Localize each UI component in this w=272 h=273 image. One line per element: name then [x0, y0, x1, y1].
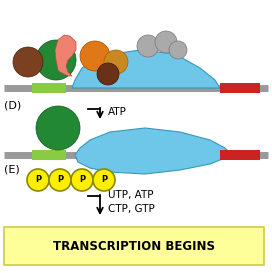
Bar	[4, 227, 264, 265]
Text: P: P	[101, 176, 107, 185]
Text: (E): (E)	[4, 165, 20, 175]
Polygon shape	[55, 35, 76, 76]
Circle shape	[49, 169, 71, 191]
Bar	[220, 150, 260, 160]
Text: UTP, ATP
CTP, GTP: UTP, ATP CTP, GTP	[108, 190, 155, 213]
Text: (D): (D)	[4, 100, 21, 110]
Circle shape	[36, 106, 80, 150]
Bar	[220, 83, 260, 93]
Circle shape	[93, 169, 115, 191]
Circle shape	[155, 31, 177, 53]
Polygon shape	[75, 128, 232, 174]
Text: P: P	[79, 176, 85, 185]
Circle shape	[137, 35, 159, 57]
Circle shape	[71, 169, 93, 191]
Circle shape	[97, 63, 119, 85]
Text: P: P	[35, 176, 41, 185]
Circle shape	[27, 169, 49, 191]
Bar	[32, 83, 66, 93]
Text: ATP: ATP	[108, 107, 127, 117]
Circle shape	[104, 50, 128, 74]
Circle shape	[13, 47, 43, 77]
Text: TRANSCRIPTION BEGINS: TRANSCRIPTION BEGINS	[53, 239, 215, 253]
Circle shape	[36, 40, 76, 80]
Circle shape	[169, 41, 187, 59]
Text: P: P	[57, 176, 63, 185]
Bar	[32, 150, 66, 160]
Polygon shape	[72, 50, 220, 88]
Circle shape	[80, 41, 110, 71]
